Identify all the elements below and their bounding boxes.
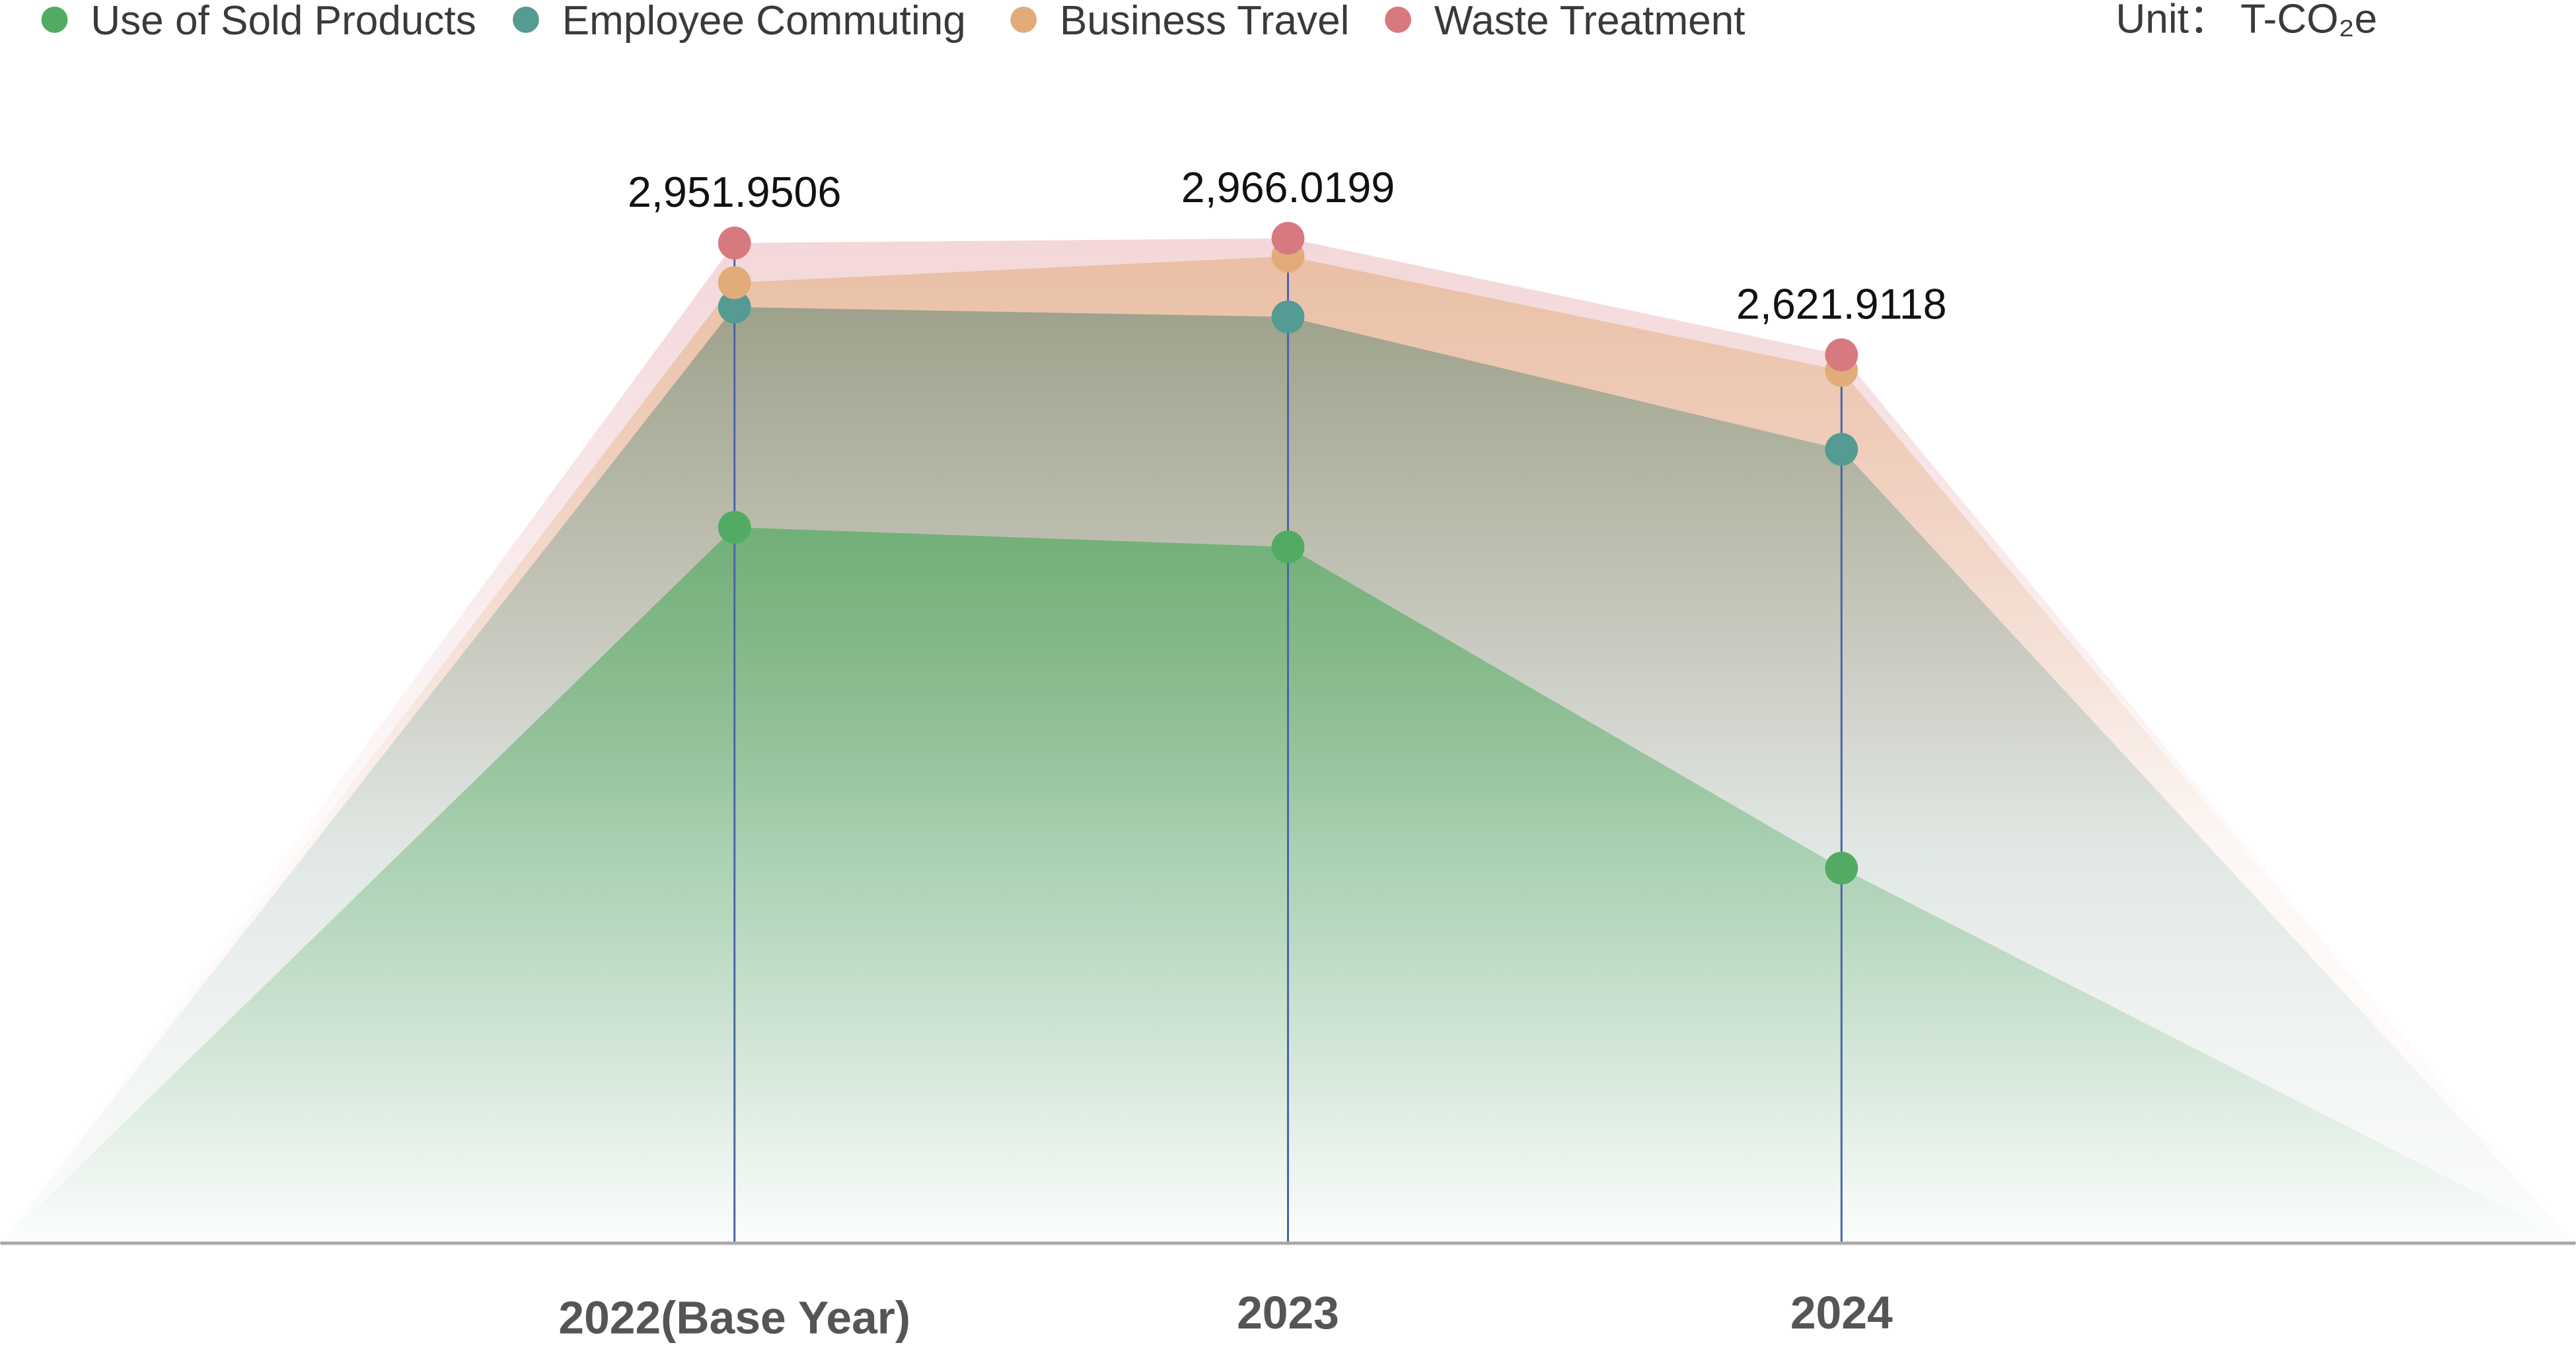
- total-label: 2,621.9118: [1736, 279, 1947, 328]
- x-tick-label: 2023: [1237, 1287, 1339, 1338]
- legend-marker: [1010, 6, 1037, 33]
- legend-marker: [41, 6, 68, 33]
- category-guides: [733, 238, 1843, 1243]
- data-point[interactable]: [718, 290, 751, 324]
- legend-label[interactable]: Waste Treatment: [1434, 0, 1746, 44]
- x-tick-label: 2024: [1790, 1287, 1893, 1338]
- data-point[interactable]: [1825, 338, 1858, 372]
- areas: [0, 238, 2576, 1243]
- total-label: 2,951.9506: [628, 168, 841, 216]
- legend: Use of Sold Products Employee Commuting Bu…: [41, 0, 1746, 44]
- data-point[interactable]: [1825, 852, 1858, 885]
- data-point[interactable]: [1271, 221, 1305, 255]
- data-point[interactable]: [1271, 300, 1305, 334]
- data-point[interactable]: [718, 266, 751, 299]
- x-tick-label: 2022(Base Year): [558, 1292, 910, 1344]
- data-point[interactable]: [1271, 530, 1305, 563]
- data-point[interactable]: [718, 511, 751, 544]
- total-label: 2,966.0199: [1181, 163, 1395, 211]
- legend-marker: [1385, 6, 1411, 33]
- data-points: [718, 221, 1858, 885]
- data-point[interactable]: [718, 227, 751, 260]
- legend-label[interactable]: Employee Commuting: [562, 0, 966, 44]
- labels: 2,951.9506 2022(Base Year) 2,966.0199 2023 2…: [558, 163, 1946, 1344]
- data-point[interactable]: [1825, 433, 1858, 466]
- legend-label[interactable]: Use of Sold Products: [91, 0, 476, 44]
- unit-label: Unit： T-CO₂e: [2116, 0, 2377, 42]
- legend-marker: [513, 6, 539, 33]
- legend-label[interactable]: Business Travel: [1060, 0, 1350, 44]
